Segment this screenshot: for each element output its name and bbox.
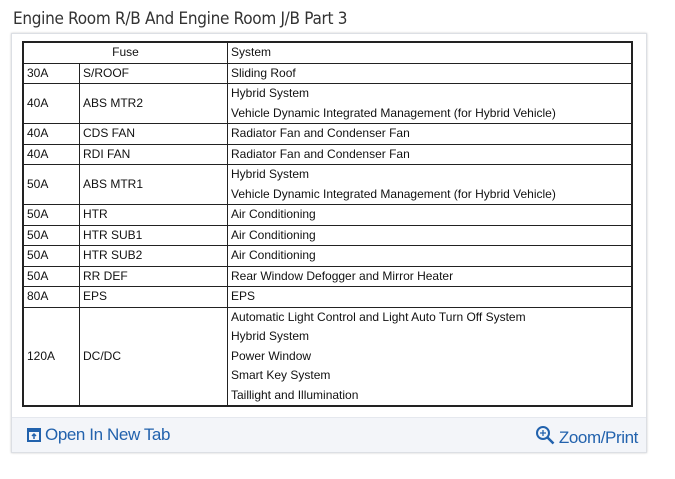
system-line: Air Conditioning xyxy=(231,207,316,221)
zoom-print-link[interactable]: Zoom/Print xyxy=(535,422,638,448)
system-line: Hybrid System xyxy=(231,86,310,100)
system-cell: Radiator Fan and Condenser Fan xyxy=(227,143,633,165)
table-row: 40A ABS MTR2 Hybrid System Vehicle Dynamic … xyxy=(22,83,633,124)
fuse-amperage: 40A xyxy=(22,83,80,124)
system-line: Vehicle Dynamic Integrated Management (f… xyxy=(231,186,556,201)
fuse-name: S/ROOF xyxy=(79,62,228,84)
table-row: 50A HTR SUB2 Air Conditioning xyxy=(22,245,633,267)
fuse-amperage: 30A xyxy=(22,62,80,84)
system-line: Power Window xyxy=(231,348,312,363)
system-cell: Hybrid System Vehicle Dynamic Integrated … xyxy=(227,83,633,124)
system-cell: Air Conditioning xyxy=(227,204,633,226)
fuse-amperage: 50A xyxy=(22,164,80,205)
system-line: EPS xyxy=(231,289,256,303)
fuse-name: HTR SUB2 xyxy=(79,245,228,267)
system-cell: Air Conditioning xyxy=(227,224,633,246)
fuse-amperage: 40A xyxy=(22,143,80,165)
table-row: 50A RR DEF Rear Window Defogger and Mirror… xyxy=(22,265,633,287)
fuse-name: CDS FAN xyxy=(79,123,228,145)
system-cell: Air Conditioning xyxy=(227,245,633,267)
open-in-new-tab-label: Open In New Tab xyxy=(45,425,171,444)
system-line: Air Conditioning xyxy=(231,227,316,242)
table-row: 80A EPS EPS xyxy=(22,286,633,308)
fuse-amperage: 50A xyxy=(22,204,80,226)
system-line: Vehicle Dynamic Integrated Management (f… xyxy=(231,105,556,120)
fuse-amperage: 50A xyxy=(22,265,80,287)
fuse-name: DC/DC xyxy=(79,306,228,407)
table-row: 50A HTR SUB1 Air Conditioning xyxy=(22,224,633,246)
fuse-name: ABS MTR1 xyxy=(79,164,228,205)
fuse-name: RR DEF xyxy=(79,265,228,287)
system-cell: Automatic Light Control and Light Auto T… xyxy=(227,306,633,407)
system-cell: Hybrid System Vehicle Dynamic Integrated … xyxy=(227,164,633,205)
system-cell: Rear Window Defogger and Mirror Heater xyxy=(227,265,633,287)
fuse-amperage: 50A xyxy=(22,245,80,267)
table-row: 50A ABS MTR1 Hybrid System Vehicle Dynamic … xyxy=(22,164,633,205)
fuse-amperage: 50A xyxy=(22,224,80,246)
table-row: 120A DC/DC Automatic Light Control and Lig… xyxy=(22,306,633,407)
zoom-print-label: Zoom/Print xyxy=(558,428,639,447)
fuse-table: Fuse System 30A S/ROOF Sliding Roof 40A ABS … xyxy=(22,41,633,407)
system-cell: Sliding Roof xyxy=(227,62,633,84)
system-line: Hybrid System xyxy=(231,167,310,181)
header-system: System xyxy=(227,41,633,64)
image-footer: Open In New Tab Zoom/Print xyxy=(12,417,646,452)
fuse-name: HTR xyxy=(79,204,228,226)
table-row: 30A S/ROOF Sliding Roof xyxy=(22,62,633,84)
table-row: 50A HTR Air Conditioning xyxy=(22,204,633,226)
table-row: 40A RDI FAN Radiator Fan and Condenser Fan xyxy=(22,143,633,165)
system-line: Taillight and Illumination xyxy=(231,387,359,402)
system-line: Smart Key System xyxy=(231,368,331,382)
open-new-tab-icon xyxy=(27,428,41,442)
open-in-new-tab-link[interactable]: Open In New Tab xyxy=(27,425,170,445)
system-line: Automatic Light Control and Light Auto T… xyxy=(231,309,526,324)
table-row: 40A CDS FAN Radiator Fan and Condenser Fan xyxy=(22,123,633,145)
fuse-name: HTR SUB1 xyxy=(79,224,228,246)
zoom-in-icon xyxy=(535,425,555,445)
page-title: Engine Room R/B And Engine Room J/B Part… xyxy=(13,9,348,29)
system-line: Radiator Fan and Condenser Fan xyxy=(231,126,410,140)
fuse-amperage: 120A xyxy=(22,306,80,407)
fuse-amperage: 80A xyxy=(22,286,80,308)
system-cell: EPS xyxy=(227,286,633,308)
system-cell: Radiator Fan and Condenser Fan xyxy=(227,123,633,145)
fuse-name: EPS xyxy=(79,286,228,308)
system-line: Rear Window Defogger and Mirror Heater xyxy=(231,268,454,283)
system-line: Hybrid System xyxy=(231,329,310,343)
image-frame: Fuse System 30A S/ROOF Sliding Roof 40A ABS … xyxy=(11,33,647,453)
fuse-name: ABS MTR2 xyxy=(79,83,228,124)
system-line: Radiator Fan and Condenser Fan xyxy=(231,146,410,161)
system-line: Air Conditioning xyxy=(231,248,316,262)
fuse-name: RDI FAN xyxy=(79,143,228,165)
fuse-amperage: 40A xyxy=(22,123,80,145)
system-line: Sliding Roof xyxy=(231,65,296,80)
table-header-row: Fuse System xyxy=(22,41,633,64)
header-fuse: Fuse xyxy=(22,41,228,64)
